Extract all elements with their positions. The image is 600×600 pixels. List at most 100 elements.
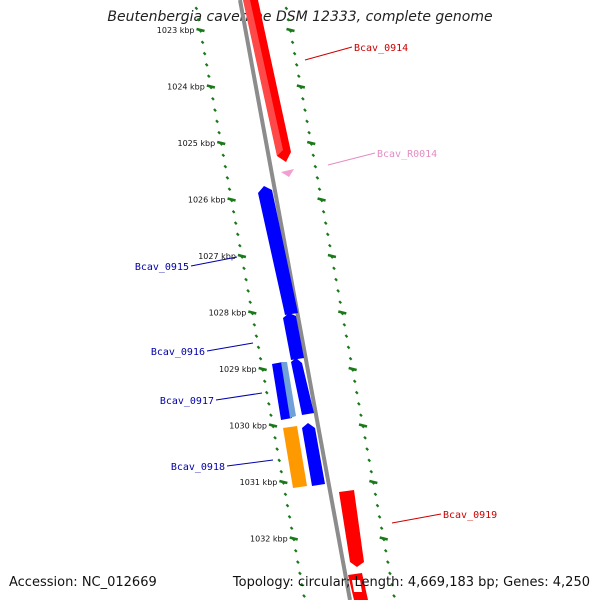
gene-label-bcav-r0014[interactable]: Bcav_R0014 <box>377 149 437 160</box>
tick-label: 1031 kbp <box>240 478 278 487</box>
minor-tick <box>254 334 259 338</box>
minor-tick <box>286 17 291 22</box>
gene-label-bcav-0919[interactable]: Bcav_0919 <box>443 510 497 521</box>
minor-tick <box>325 232 330 237</box>
major-tick <box>279 479 288 485</box>
major-tick <box>317 197 326 202</box>
major-tick <box>227 197 236 202</box>
minor-tick <box>290 40 295 45</box>
minor-tick <box>225 176 230 180</box>
gene-label-leader <box>226 459 274 467</box>
gene-label-bcav-0916[interactable]: Bcav_0916 <box>151 347 205 358</box>
minor-tick <box>213 108 217 112</box>
minor-tick <box>334 277 338 282</box>
minor-tick <box>392 594 396 598</box>
tick-track-left <box>194 6 306 598</box>
gene-label-bcav-0917[interactable]: Bcav_0917 <box>160 396 214 407</box>
minor-tick <box>321 209 326 214</box>
minor-tick <box>377 515 382 519</box>
minor-tick <box>386 560 390 564</box>
minor-tick <box>256 345 261 350</box>
minor-tick <box>292 51 297 56</box>
minor-tick <box>315 176 320 180</box>
minor-tick <box>223 164 228 169</box>
minor-tick <box>248 300 253 305</box>
minor-tick <box>215 119 219 124</box>
minor-tick <box>246 289 250 293</box>
tick-label: 1024 kbp <box>167 83 205 92</box>
minor-tick <box>298 571 302 576</box>
minor-tick <box>301 96 305 101</box>
minor-tick <box>383 548 388 553</box>
minor-tick <box>352 379 357 384</box>
minor-tick <box>283 492 288 497</box>
minor-tick <box>269 413 273 418</box>
major-tick <box>258 366 267 372</box>
tick-label: 1028 kbp <box>209 309 247 318</box>
gene-bcav-0916[interactable] <box>283 313 304 360</box>
minor-tick <box>221 153 226 158</box>
gene-label-leader <box>206 342 254 352</box>
minor-tick <box>317 187 322 192</box>
gene-label-leader <box>327 152 376 166</box>
gene-label-bcav-0914[interactable]: Bcav_0914 <box>354 43 408 54</box>
gene-label-leader <box>215 392 263 401</box>
major-tick <box>216 140 226 146</box>
minor-tick <box>264 390 269 395</box>
gene-label-leader <box>190 256 238 267</box>
minor-tick <box>211 96 215 101</box>
minor-tick <box>388 571 392 576</box>
gene-rev-a[interactable] <box>291 358 314 415</box>
major-tick <box>289 536 299 541</box>
gene-labels: Bcav_0914 Bcav_R0014 Bcav_0915 Bcav_0916 Bca… <box>135 43 497 524</box>
minor-tick <box>200 40 205 45</box>
major-tick <box>327 253 337 259</box>
minor-tick <box>303 108 307 112</box>
minor-tick <box>252 322 257 327</box>
minor-tick <box>206 74 211 79</box>
minor-tick <box>336 289 340 293</box>
minor-tick <box>279 469 284 474</box>
gene-label-bcav-0915[interactable]: Bcav_0915 <box>135 262 189 273</box>
minor-tick <box>204 63 209 67</box>
gene-bcav-0915[interactable] <box>258 186 298 315</box>
rrna-bcav-r0014[interactable] <box>281 169 294 177</box>
minor-tick <box>354 390 359 395</box>
tick-label: 1029 kbp <box>219 365 257 374</box>
gene-label-bcav-0918[interactable]: Bcav_0918 <box>171 462 225 473</box>
gene-bcav-0917-shade <box>281 362 296 418</box>
gene-bcav-0914-highlight <box>243 0 283 156</box>
minor-tick <box>275 447 279 451</box>
minor-tick <box>296 560 300 564</box>
minor-tick <box>235 232 240 237</box>
tick-label: 1027 kbp <box>198 252 236 261</box>
gene-bcav-0918[interactable] <box>283 426 307 488</box>
gene-rev-b[interactable] <box>302 423 325 486</box>
tick-label: 1026 kbp <box>188 196 226 205</box>
major-tick <box>379 536 389 541</box>
minor-tick <box>302 594 306 598</box>
accession-text: Accession: NC_012669 <box>9 575 157 590</box>
major-tick <box>296 84 306 89</box>
gene-bcav-0917[interactable] <box>272 362 292 420</box>
minor-tick <box>227 187 232 192</box>
minor-tick <box>217 130 221 135</box>
minor-tick <box>344 334 349 338</box>
gene-bcav-0919[interactable] <box>339 490 364 567</box>
minor-tick <box>338 300 343 305</box>
minor-tick <box>202 51 207 56</box>
minor-tick <box>323 221 328 225</box>
minor-tick <box>194 6 199 11</box>
minor-tick <box>289 526 294 531</box>
minor-tick <box>300 582 304 587</box>
minor-tick <box>365 447 369 451</box>
tick-label: 1023 kbp <box>157 26 195 35</box>
genome-title: Beutenbergia cavernae DSM 12333, complet… <box>107 9 493 25</box>
major-tick <box>286 27 295 33</box>
minor-tick <box>328 243 332 248</box>
minor-tick <box>287 515 292 519</box>
gene-label-leader <box>391 513 442 524</box>
minor-tick <box>342 322 347 327</box>
minor-tick <box>262 379 267 384</box>
tick-labels: 1023 kbp 1024 kbp 1025 kbp 1026 kbp 1027 kbp… <box>157 26 288 544</box>
